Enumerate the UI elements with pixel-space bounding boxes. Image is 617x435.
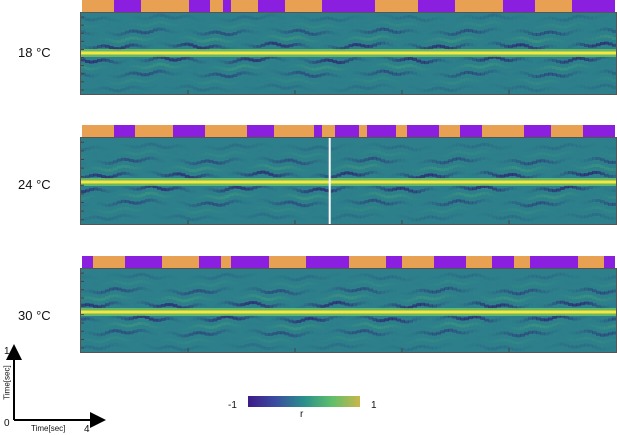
- state-segment: [367, 125, 397, 137]
- temperature-label-24: 24 °C: [18, 177, 51, 192]
- state-segment: [385, 256, 403, 268]
- scale-bar: [6, 344, 106, 428]
- heatmap-24: [80, 137, 617, 225]
- state-segment: [433, 256, 467, 268]
- state-segment: [161, 256, 200, 268]
- state-segment: [204, 125, 248, 137]
- colorbar: [248, 396, 360, 407]
- state-segment: [247, 125, 275, 137]
- state-segment: [257, 0, 286, 12]
- state-segment: [481, 125, 525, 137]
- colorbar-variable-label: r: [300, 409, 304, 420]
- state-segment: [82, 125, 115, 137]
- state-segment: [535, 0, 573, 12]
- state-segment: [401, 256, 435, 268]
- state-bar-18: [82, 0, 615, 12]
- correlation-peak-line: [81, 51, 616, 55]
- temperature-label-30: 30 °C: [18, 308, 51, 323]
- state-segment: [199, 256, 222, 268]
- state-segment: [348, 256, 387, 268]
- state-segment: [460, 125, 483, 137]
- state-segment: [92, 256, 126, 268]
- data-gap: [328, 138, 331, 224]
- state-segment: [268, 256, 307, 268]
- state-segment: [503, 0, 536, 12]
- state-segment: [455, 0, 504, 12]
- state-segment: [492, 256, 515, 268]
- y-scale-label: Time[sec]: [2, 365, 12, 400]
- state-segment: [231, 0, 259, 12]
- heatmap-30: [80, 268, 617, 353]
- temperature-label-18: 18 °C: [18, 45, 51, 60]
- state-segment: [220, 256, 232, 268]
- state-segment: [172, 125, 206, 137]
- state-segment: [524, 125, 552, 137]
- state-segment: [396, 125, 408, 137]
- state-segment: [188, 0, 211, 12]
- state-segment: [583, 125, 615, 137]
- state-segment: [335, 125, 360, 137]
- state-segment: [572, 0, 615, 12]
- state-segment: [305, 256, 349, 268]
- y-scale-value: 1: [4, 346, 10, 357]
- state-segment: [551, 125, 584, 137]
- state-bar-30: [82, 256, 615, 268]
- state-segment: [359, 125, 368, 137]
- state-segment: [140, 0, 190, 12]
- state-segment: [439, 125, 461, 137]
- state-segment: [321, 125, 336, 137]
- state-bar-24: [82, 125, 615, 137]
- colorbar-max-label: 1: [371, 400, 377, 411]
- x-scale-value: 4: [84, 424, 90, 435]
- colorbar-min-label: -1: [228, 400, 237, 411]
- state-segment: [284, 0, 323, 12]
- state-segment: [604, 256, 615, 268]
- state-segment: [513, 256, 531, 268]
- state-segment: [113, 0, 142, 12]
- state-segment: [209, 0, 224, 12]
- state-segment: [577, 256, 605, 268]
- state-segment: [529, 256, 579, 268]
- state-segment: [231, 256, 270, 268]
- heatmap-18: [80, 12, 617, 95]
- correlation-peak-line: [81, 310, 616, 314]
- state-segment: [465, 256, 493, 268]
- state-segment: [82, 256, 94, 268]
- state-segment: [407, 125, 440, 137]
- state-segment: [113, 125, 136, 137]
- state-segment: [273, 125, 315, 137]
- state-segment: [82, 0, 115, 12]
- state-segment: [313, 125, 323, 137]
- origin-label: 0: [4, 418, 10, 429]
- state-segment: [124, 256, 163, 268]
- state-segment: [135, 125, 174, 137]
- state-segment: [417, 0, 456, 12]
- state-segment: [321, 0, 376, 12]
- correlation-peak-line: [81, 180, 616, 184]
- state-segment: [375, 0, 419, 12]
- state-segment: [223, 0, 232, 12]
- x-scale-label: Time[sec]: [31, 424, 66, 433]
